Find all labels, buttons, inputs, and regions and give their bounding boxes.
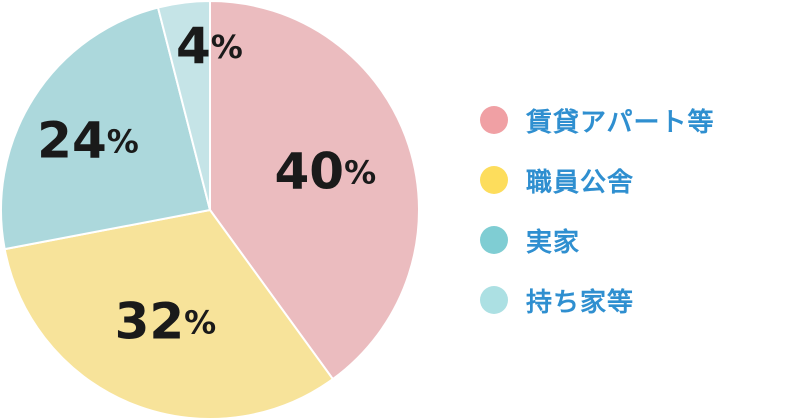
legend-label: 職員公舎 [526, 167, 635, 198]
legend-label: 賃貸アパート等 [526, 107, 715, 138]
legend-label: 実家 [526, 227, 581, 258]
slice-value-label: 24% [37, 111, 139, 169]
legend-item: 持ち家等 [480, 270, 714, 330]
legend-swatch [480, 106, 508, 134]
pie-slice [3, 208, 335, 420]
legend-item: 職員公舎 [480, 150, 714, 210]
slice-value-label: 40% [274, 142, 376, 200]
pie-slice [0, 6, 212, 251]
pie-slice [209, 0, 420, 381]
pie-slice [156, 0, 211, 211]
slice-value-label: 4% [176, 17, 243, 75]
legend: 賃貸アパート等 職員公舎 実家 持ち家等 [480, 90, 714, 330]
legend-swatch [480, 166, 508, 194]
legend-swatch [480, 226, 508, 254]
legend-item: 賃貸アパート等 [480, 90, 714, 150]
slice-value-label: 32% [115, 292, 217, 350]
legend-item: 実家 [480, 210, 714, 270]
legend-label: 持ち家等 [526, 287, 635, 318]
legend-swatch [480, 286, 508, 314]
